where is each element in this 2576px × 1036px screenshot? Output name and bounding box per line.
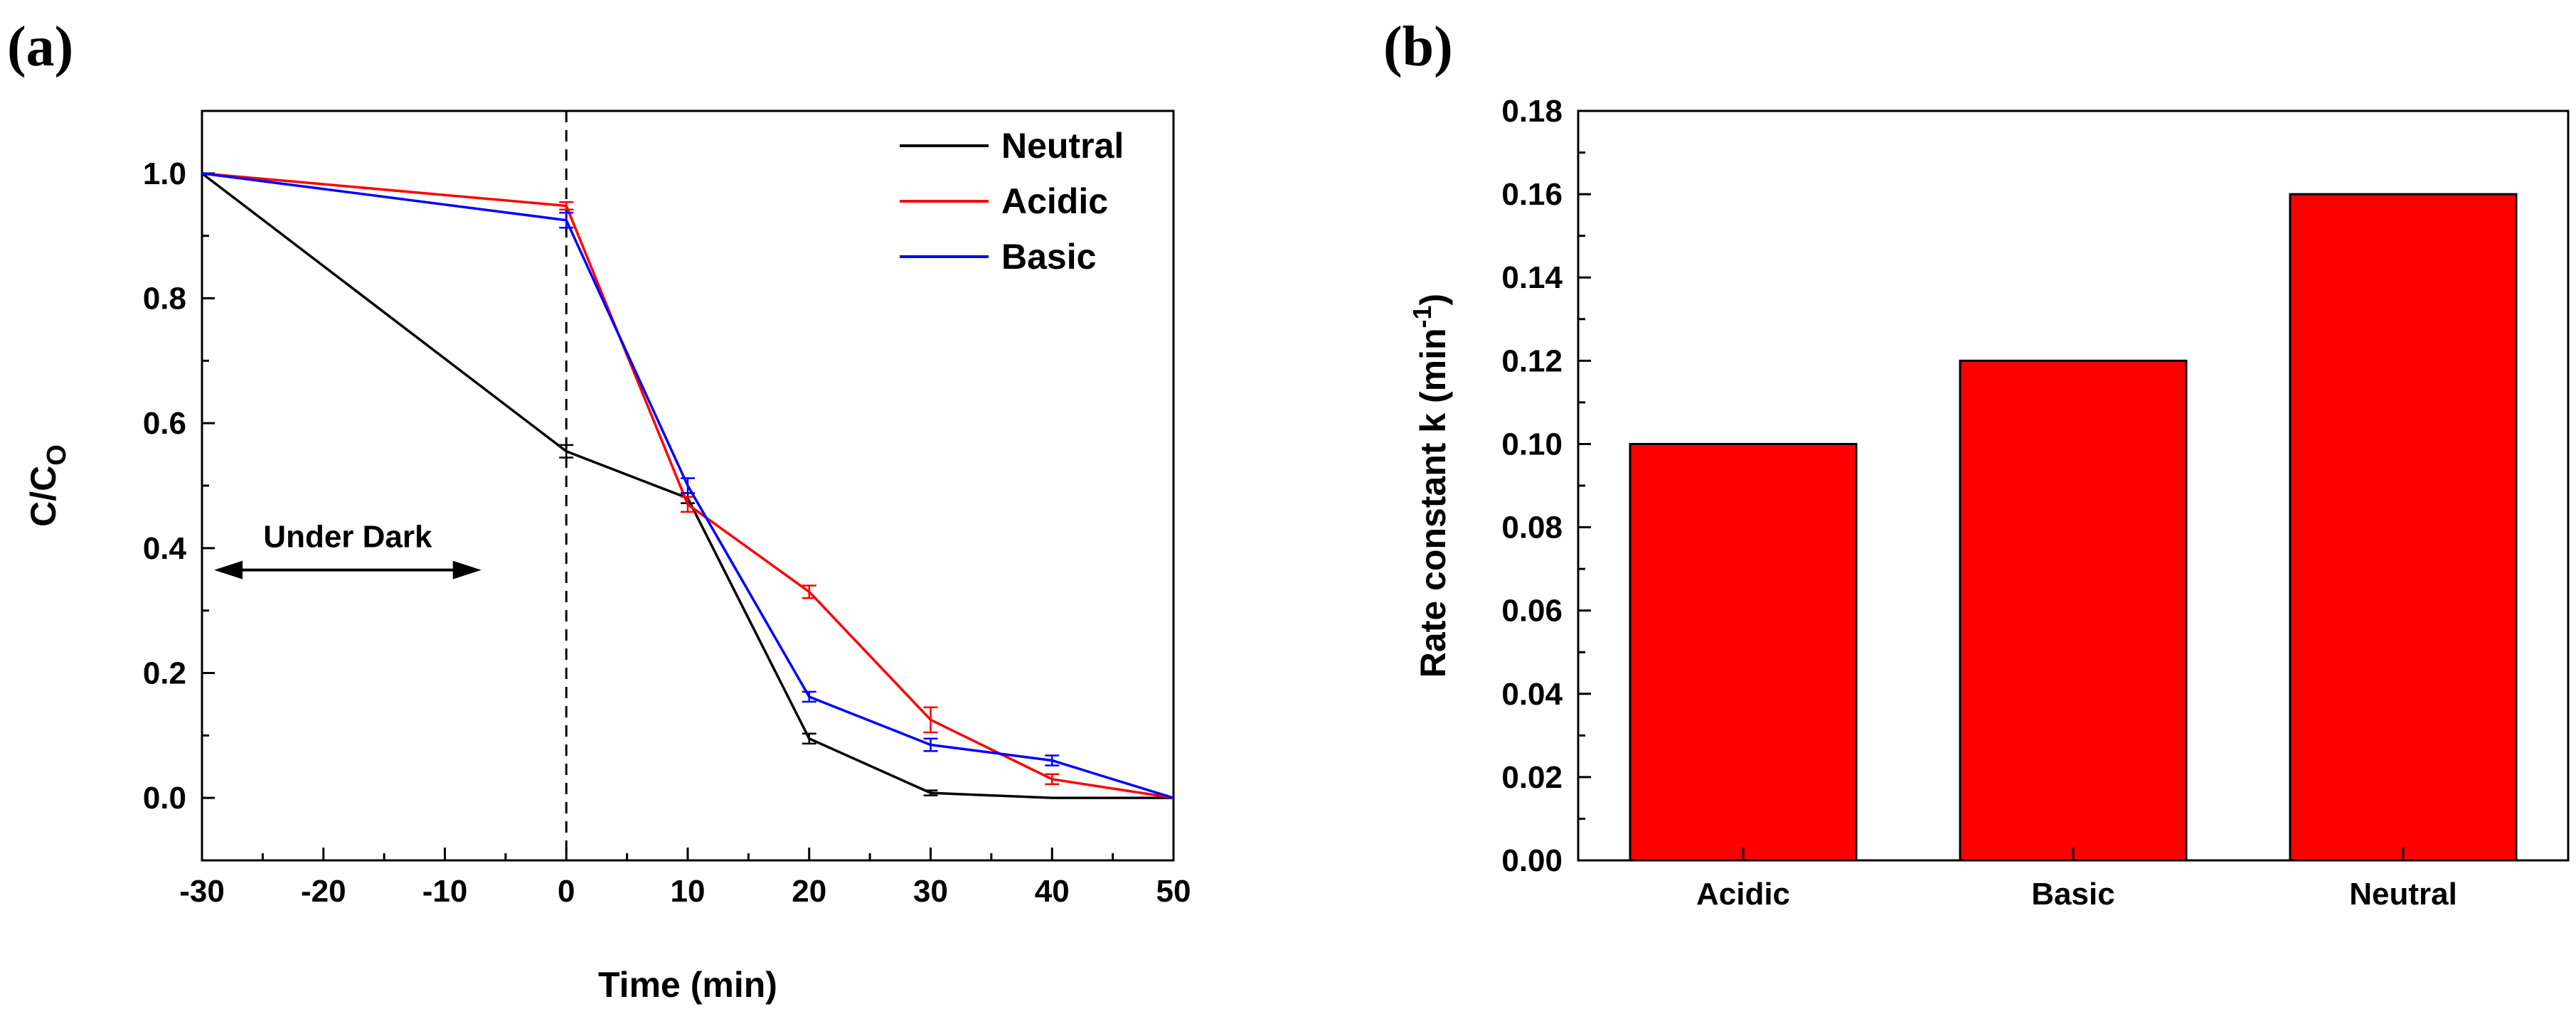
y-tick-label-a: 0.6	[143, 406, 186, 441]
x-tick-label-a: 0	[558, 874, 575, 909]
y-tick-label-b: 0.18	[1501, 94, 1563, 129]
a-series-group	[201, 172, 1174, 799]
y-tick-label-a: 0.2	[143, 656, 186, 691]
y-tick-label-a: 0.8	[143, 282, 186, 316]
x-tick-label-a: 20	[792, 874, 826, 909]
y-axis-title-b-main: Rate constant k (min	[1413, 328, 1453, 678]
y-tick-label-b: 0.08	[1501, 511, 1563, 545]
y-tick-label-b: 0.02	[1501, 760, 1563, 795]
arrow-head-left-icon	[214, 560, 243, 580]
b-tick-marks	[1578, 110, 2405, 862]
x-tick-label-a: 30	[913, 874, 948, 909]
b-tick-labels: Acidic Basic Neutral 0.00 0.02 0.04 0.06 0.08 0.…	[1501, 94, 2457, 912]
x-axis-title-a: Time (min)	[598, 965, 777, 1005]
y-tick-label-b: 0.04	[1501, 677, 1563, 712]
b-bars-group	[1629, 193, 2518, 862]
y-axis-title-a-main: C/C	[23, 466, 63, 527]
panel-a-line-chart: -30 -20 -10 0 10 20 30 40 50 0.0 0.2 0.4 0.6 0.8 1.0 U…	[23, 110, 1191, 1005]
panel-label-a: (a)	[7, 16, 73, 78]
bar-acidic	[1629, 442, 1858, 862]
x-tick-label-a: 40	[1035, 874, 1070, 909]
y-tick-label-b: 0.16	[1501, 177, 1563, 212]
y-axis-title-b-sup: -1	[1407, 305, 1437, 328]
y-tick-label-a: 1.0	[143, 156, 186, 191]
bar-neutral	[2289, 193, 2518, 862]
y-axis-title-a-sub: O	[42, 444, 72, 466]
a-tick-marks	[201, 110, 1175, 862]
legend-label-acidic: Acidic	[1001, 181, 1108, 221]
y-tick-label-b: 0.00	[1501, 843, 1563, 878]
legend-a: Neutral Acidic Basic	[900, 126, 1124, 277]
panel-label-b: (b)	[1383, 16, 1453, 78]
x-tick-label-a: 10	[671, 874, 706, 909]
y-tick-label-b: 0.06	[1501, 594, 1563, 629]
x-tick-label-a: -20	[301, 874, 346, 909]
category-label-neutral: Neutral	[2349, 877, 2457, 912]
y-axis-title-b: Rate constant k (min-1)	[1407, 294, 1453, 678]
category-label-basic: Basic	[2031, 877, 2114, 912]
a-tick-labels: -30 -20 -10 0 10 20 30 40 50 0.0 0.2 0.4 0.6 0.8 1.0	[143, 156, 1191, 909]
under-dark-annotation: Under Dark	[214, 520, 481, 580]
x-tick-label-a: -30	[179, 874, 225, 909]
y-tick-label-b: 0.10	[1501, 427, 1563, 461]
y-axis-title-a: C/CO	[23, 444, 72, 527]
legend-label-neutral: Neutral	[1001, 126, 1124, 166]
legend-label-basic: Basic	[1001, 237, 1096, 277]
y-tick-label-a: 0.0	[143, 781, 186, 816]
y-tick-label-b: 0.12	[1501, 343, 1563, 378]
y-tick-label-a: 0.4	[143, 531, 187, 566]
y-tick-label-b: 0.14	[1501, 260, 1563, 295]
category-label-acidic: Acidic	[1696, 877, 1790, 912]
bar-basic	[1959, 359, 2188, 862]
arrow-head-right-icon	[452, 560, 481, 580]
x-tick-label-a: -10	[422, 874, 468, 909]
x-tick-label-a: 50	[1156, 874, 1191, 909]
under-dark-label: Under Dark	[263, 520, 432, 555]
panel-b-bar-chart: Acidic Basic Neutral 0.00 0.02 0.04 0.06 0.08 0.…	[1407, 94, 2570, 912]
y-axis-title-b-end: )	[1413, 294, 1453, 306]
